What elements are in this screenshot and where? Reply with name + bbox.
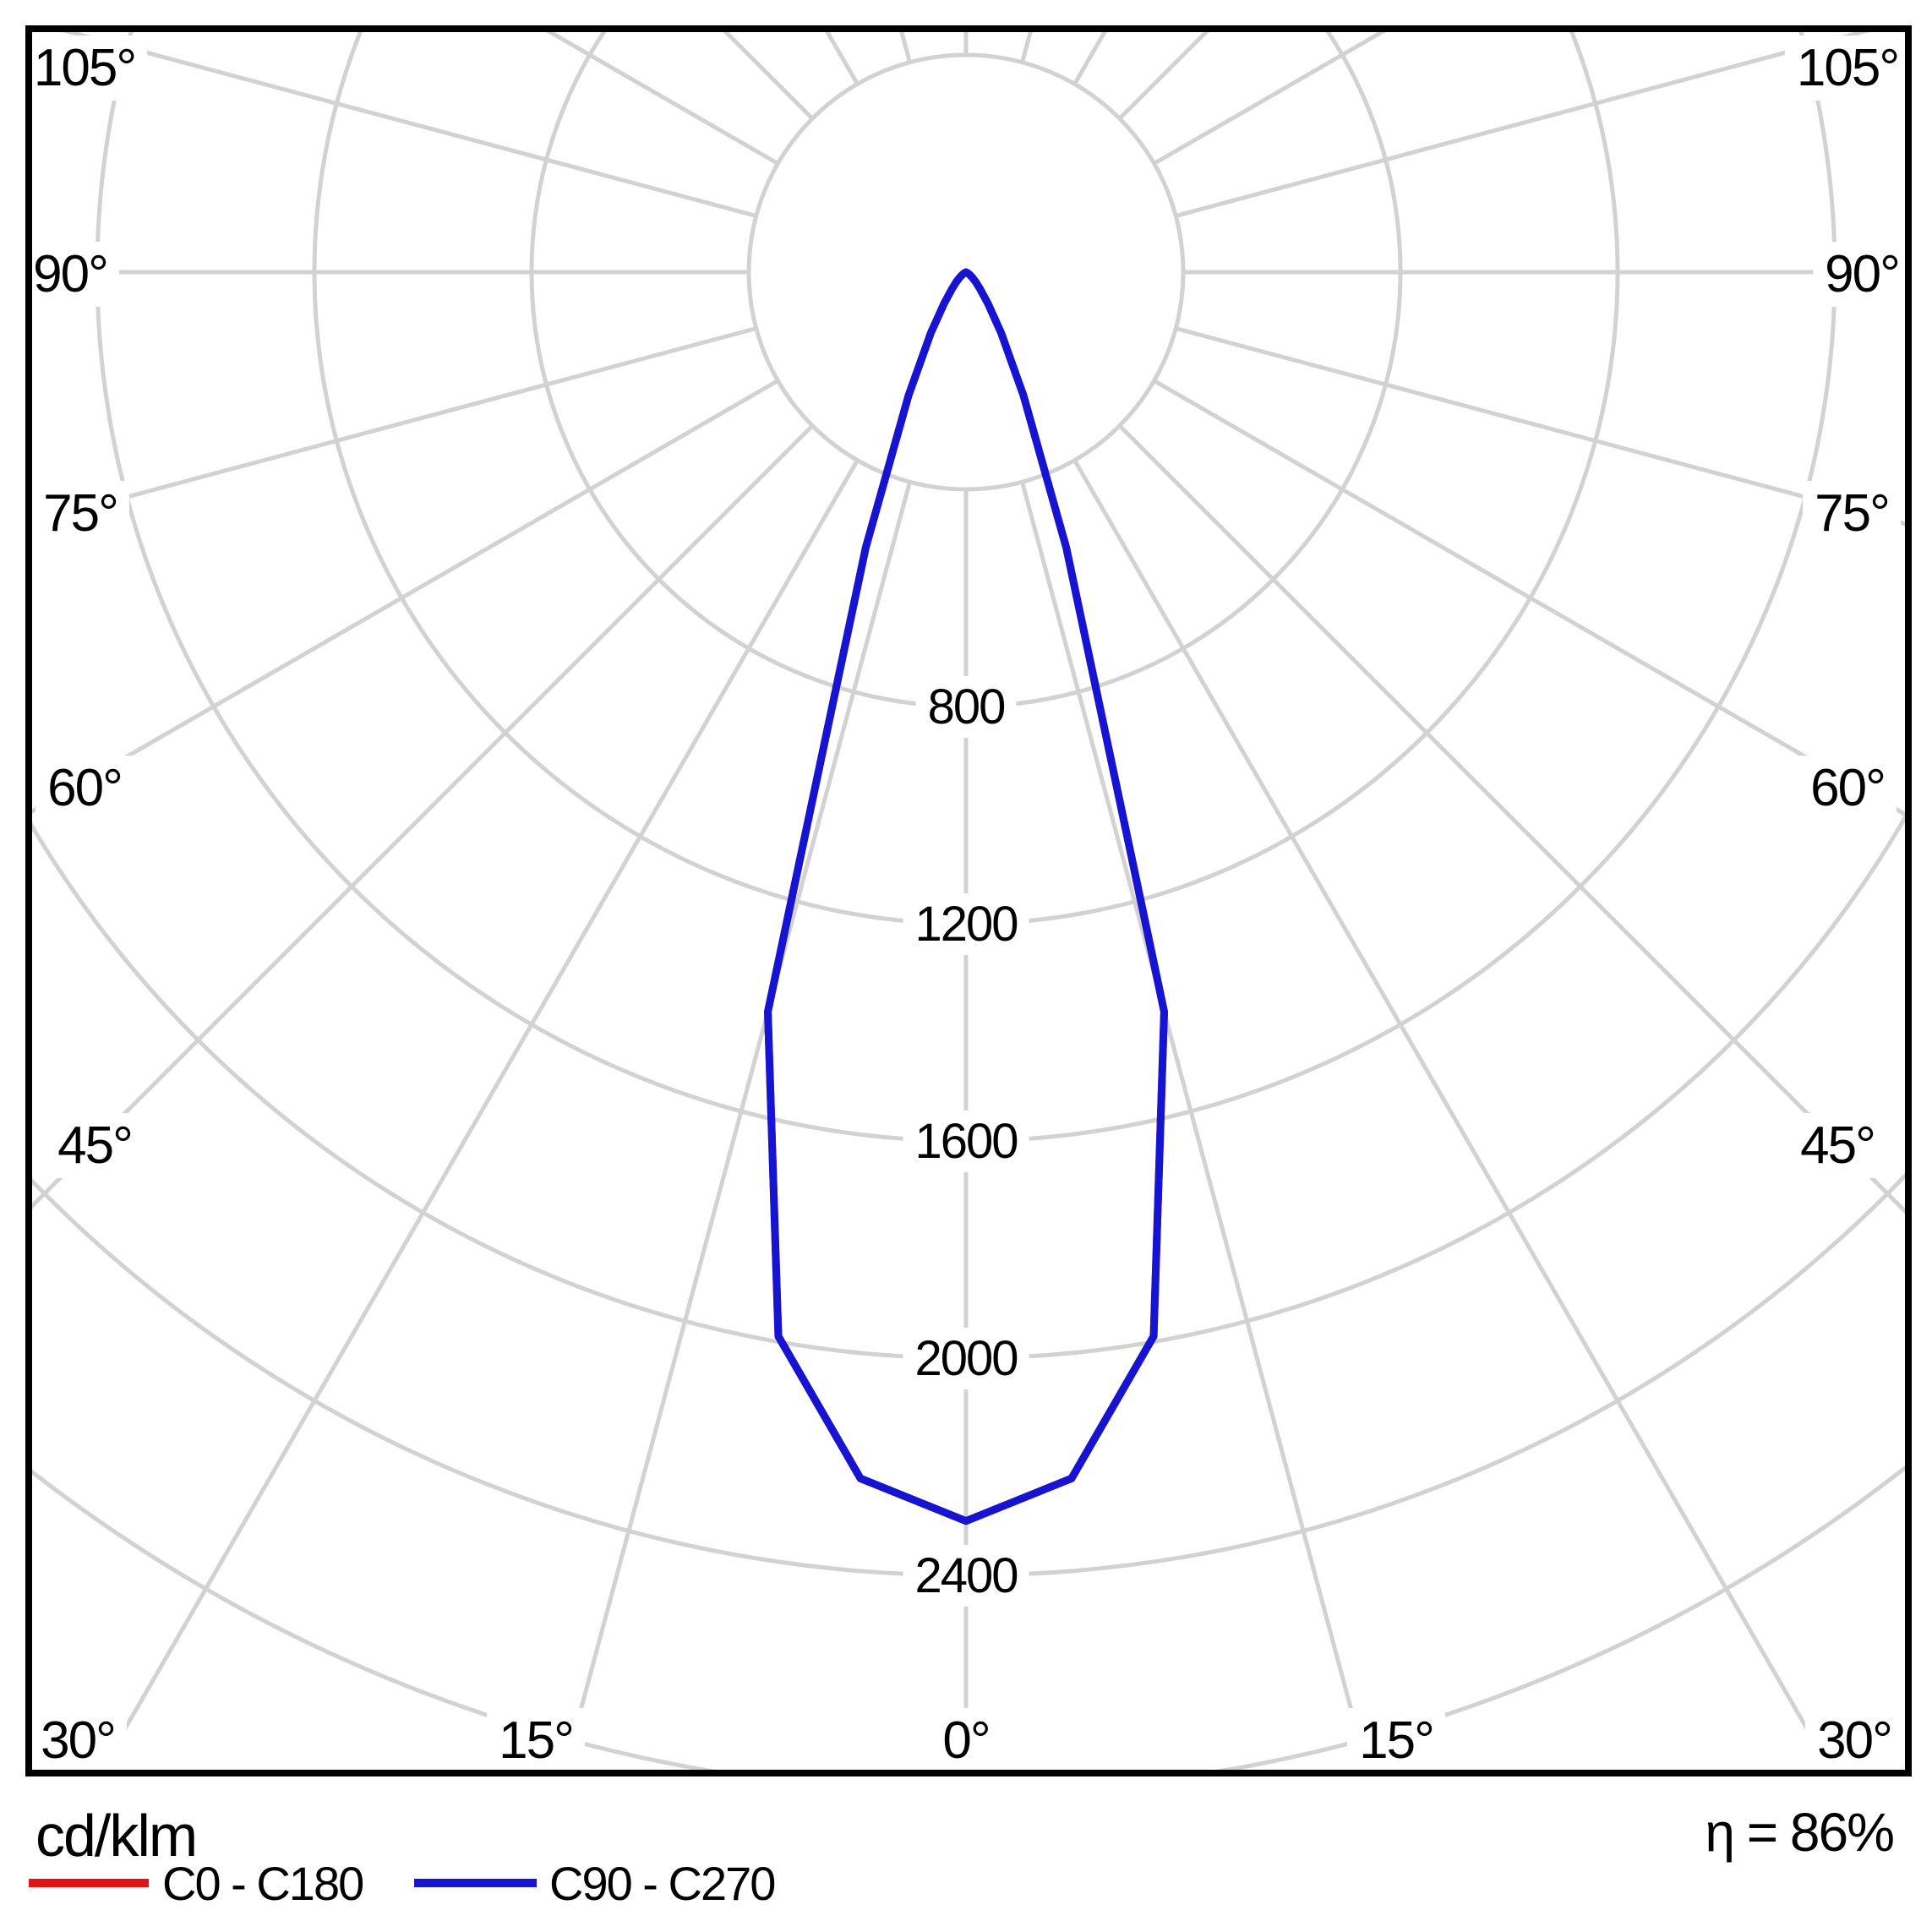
ring-tick-label: 2400 bbox=[914, 1548, 1017, 1603]
ring-tick-label: 800 bbox=[928, 679, 1005, 734]
label-halo bbox=[903, 1545, 1029, 1607]
efficiency-label: η = 86% bbox=[1705, 1802, 1893, 1863]
spoke-gridline bbox=[32, 326, 757, 525]
label-halo bbox=[903, 1111, 1029, 1172]
spoke-gridline bbox=[62, 32, 757, 218]
legend: C0 - C180 C90 - C270 bbox=[29, 1857, 776, 1910]
spoke-gridline bbox=[32, 423, 815, 1209]
angle-tick-label-bottom: 15° bbox=[499, 1711, 573, 1770]
axis-tick-labels: 800 1200 1600 2000 2400 105° 90° 75° 60° 45° 105° 9… bbox=[21, 35, 1911, 1773]
angle-tick-label-left: 75° bbox=[43, 484, 117, 543]
angle-tick-label-right: 60° bbox=[1810, 759, 1885, 817]
label-halo bbox=[31, 481, 129, 546]
angle-tick-label-bottom-group: 15° bbox=[1347, 1708, 1445, 1773]
angle-tick-label-bottom-group: 15° bbox=[487, 1708, 585, 1773]
label-halo bbox=[1803, 481, 1901, 546]
label-halo bbox=[1813, 242, 1911, 307]
spoke-gridline bbox=[32, 379, 779, 814]
angle-tick-label-left-group: 90° bbox=[21, 242, 119, 307]
ring-tick-label-group: 1600 bbox=[903, 1111, 1029, 1172]
angle-tick-label-right: 90° bbox=[1825, 245, 1899, 303]
units-label: cd/klm bbox=[35, 1803, 196, 1869]
angle-tick-label-bottom-group: 30° bbox=[29, 1708, 127, 1773]
spoke-gridline bbox=[1020, 481, 1370, 1770]
spoke-gridline bbox=[1175, 326, 1905, 527]
spoke-gridline bbox=[562, 481, 912, 1770]
angle-tick-label-right-group: 60° bbox=[1798, 756, 1897, 821]
angle-tick-label-left-group: 45° bbox=[46, 1113, 144, 1178]
angle-tick-label-right-group: 105° bbox=[1784, 35, 1911, 101]
legend-item-c90-c270: C90 - C270 bbox=[414, 1857, 776, 1910]
angle-tick-label-right: 105° bbox=[1797, 39, 1898, 97]
label-halo bbox=[1798, 756, 1897, 821]
angle-tick-label-left: 105° bbox=[34, 39, 135, 97]
label-halo bbox=[1788, 1113, 1886, 1178]
label-halo bbox=[487, 1708, 585, 1773]
label-halo bbox=[915, 676, 1017, 738]
label-halo bbox=[1347, 1708, 1445, 1773]
label-halo bbox=[46, 1113, 144, 1178]
ring-tick-label: 1600 bbox=[914, 1114, 1017, 1169]
label-halo bbox=[903, 893, 1029, 955]
ring-tick-label-group: 1200 bbox=[903, 893, 1029, 955]
angle-tick-label-bottom: 30° bbox=[41, 1711, 115, 1770]
angle-tick-label-right-group: 90° bbox=[1813, 242, 1911, 307]
spoke-gridline bbox=[1175, 32, 1870, 218]
angle-tick-label-right: 45° bbox=[1800, 1116, 1875, 1175]
spoke-gridline bbox=[1153, 379, 1905, 817]
angle-tick-label-bottom: 0° bbox=[942, 1711, 989, 1770]
spoke-gridline bbox=[1117, 423, 1905, 1214]
label-halo bbox=[1784, 35, 1911, 101]
legend-label-c0-c180: C0 - C180 bbox=[162, 1857, 363, 1910]
ring-tick-label-group: 800 bbox=[915, 676, 1017, 738]
label-halo bbox=[903, 1328, 1029, 1389]
label-halo bbox=[29, 1708, 127, 1773]
ring-tick-label: 2000 bbox=[914, 1331, 1017, 1386]
angle-tick-label-left: 60° bbox=[47, 759, 122, 817]
legend-item-c0-c180: C0 - C180 bbox=[29, 1857, 364, 1910]
intensity-curves bbox=[764, 268, 1168, 1525]
ring-tick-label: 1200 bbox=[914, 897, 1017, 952]
angle-tick-label-bottom-group: 0° bbox=[931, 1708, 1001, 1773]
intensity-curve-c90-c270 bbox=[764, 268, 1168, 1525]
angle-tick-label-bottom-group: 30° bbox=[1805, 1708, 1903, 1773]
plot-border bbox=[25, 25, 1912, 1776]
label-halo bbox=[931, 1708, 1001, 1773]
angle-tick-label-left: 90° bbox=[33, 245, 107, 303]
angle-tick-label-left-group: 105° bbox=[21, 35, 148, 101]
label-halo bbox=[1805, 1708, 1903, 1773]
label-halo bbox=[21, 242, 119, 307]
angle-tick-label-left: 45° bbox=[57, 1116, 132, 1175]
angle-tick-label-right-group: 75° bbox=[1803, 481, 1901, 546]
angle-tick-label-right-group: 45° bbox=[1788, 1113, 1886, 1178]
ring-tick-label-group: 2400 bbox=[903, 1545, 1029, 1607]
ring-tick-label-group: 2000 bbox=[903, 1328, 1029, 1389]
angle-tick-label-bottom: 30° bbox=[1817, 1711, 1891, 1770]
label-halo bbox=[21, 35, 148, 101]
legend-label-c90-c270: C90 - C270 bbox=[549, 1857, 774, 1910]
spoke-gridline bbox=[99, 459, 860, 1770]
label-halo bbox=[35, 756, 134, 821]
spoke-gridline bbox=[1072, 459, 1833, 1770]
angle-tick-label-bottom: 15° bbox=[1359, 1711, 1433, 1770]
angle-tick-label-left-group: 75° bbox=[31, 481, 129, 546]
angle-tick-label-left-group: 60° bbox=[35, 756, 134, 821]
angle-tick-label-right: 75° bbox=[1815, 484, 1889, 543]
